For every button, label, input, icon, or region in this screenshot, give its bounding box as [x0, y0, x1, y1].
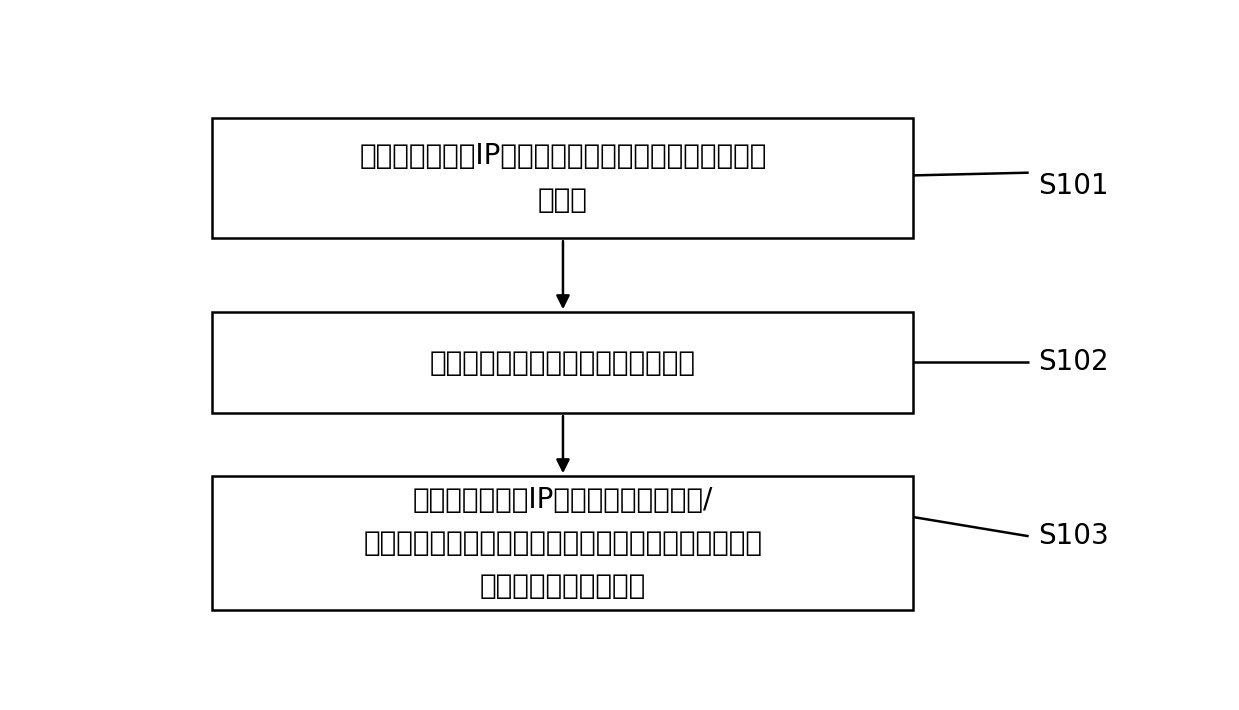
Text: 根据预设规则将IP地址对应的基向量和/
或逻辑端口对应的基向量映射到所述坐标系上，以创建
网络空间坐标体系架构: 根据预设规则将IP地址对应的基向量和/ 或逻辑端口对应的基向量映射到所述坐标系上… — [363, 486, 762, 601]
Text: 确定网络空间的IP地址对应的基向量和逻辑端口对应的
基向量: 确定网络空间的IP地址对应的基向量和逻辑端口对应的 基向量 — [359, 143, 767, 214]
Text: 确定网络空间坐标体系架构的坐标系: 确定网络空间坐标体系架构的坐标系 — [430, 349, 696, 376]
Text: S102: S102 — [1038, 349, 1109, 376]
FancyBboxPatch shape — [213, 476, 913, 610]
Text: S103: S103 — [1038, 523, 1109, 550]
FancyBboxPatch shape — [213, 118, 913, 239]
FancyBboxPatch shape — [213, 312, 913, 413]
Text: S101: S101 — [1038, 173, 1109, 200]
